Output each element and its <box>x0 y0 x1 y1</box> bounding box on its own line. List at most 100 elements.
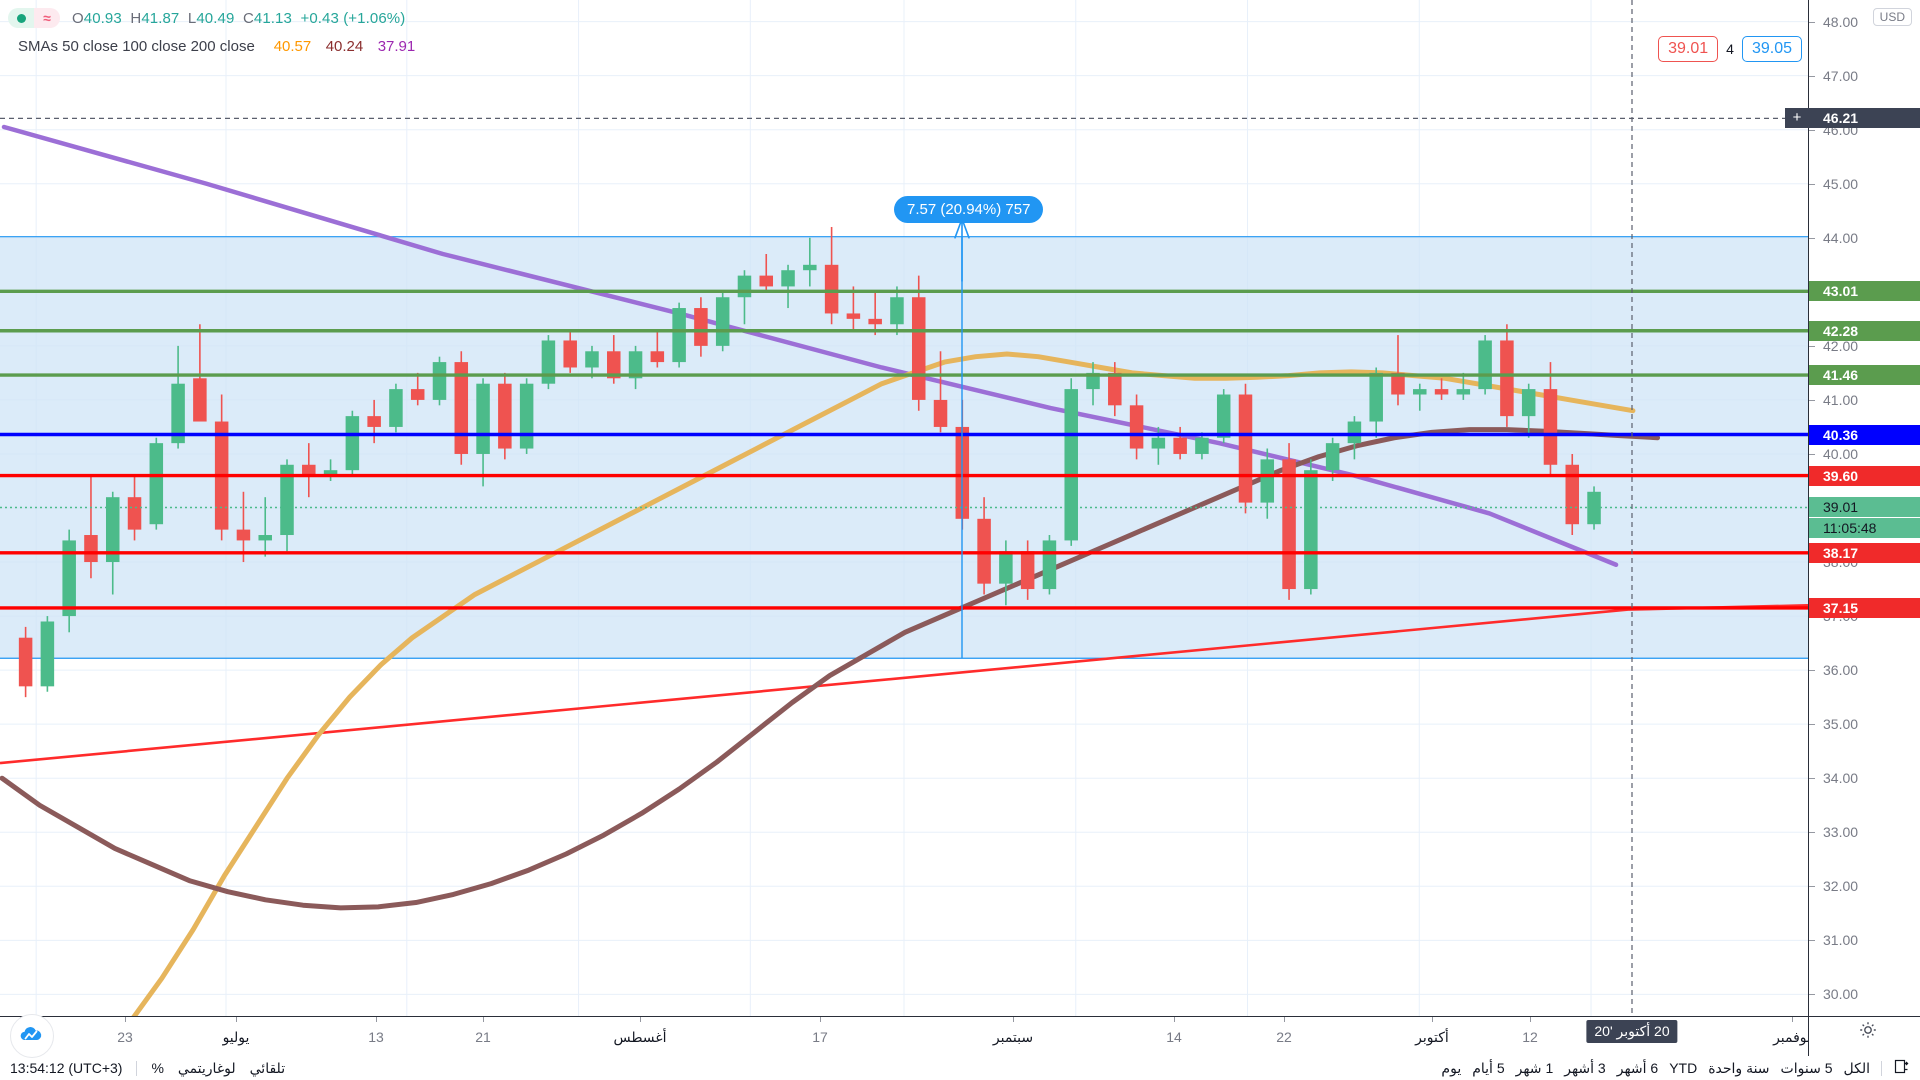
candle <box>1042 535 1057 595</box>
candle <box>868 291 882 336</box>
candle-body <box>410 389 425 400</box>
time-tick <box>483 1017 484 1022</box>
selection-region <box>0 236 1808 659</box>
candle-body <box>999 551 1013 584</box>
price-axis-tag[interactable]: 11:05:48 <box>1809 518 1920 539</box>
candle <box>759 254 774 292</box>
candle-body <box>1108 372 1122 406</box>
price-tick-label: 42.00 <box>1823 337 1859 354</box>
candle-body <box>1325 443 1340 471</box>
candle <box>149 437 164 530</box>
candle <box>1325 437 1340 481</box>
time-tick <box>125 1017 126 1022</box>
candle <box>171 345 185 449</box>
candle-body <box>628 351 643 379</box>
auto-scale-button[interactable]: تلقائي <box>249 1059 286 1076</box>
candle-body <box>1478 340 1492 390</box>
price-axis-tag[interactable]: 39.01 <box>1809 497 1920 518</box>
candle-body <box>1086 372 1100 390</box>
candle <box>1521 383 1536 438</box>
price-tick-label: 44.00 <box>1823 229 1859 246</box>
price-tick-label: 47.00 <box>1823 67 1859 84</box>
candle-body <box>1151 437 1166 449</box>
percent-scale-button[interactable]: % <box>151 1060 164 1076</box>
candle-body <box>1238 394 1253 503</box>
chart-settings-gear-icon[interactable] <box>1858 1020 1878 1045</box>
price-tick <box>1809 994 1815 996</box>
candle-body <box>824 264 839 314</box>
time-tick-label: أكتوبر <box>1415 1029 1449 1045</box>
currency-badge[interactable]: USD <box>1872 8 1912 26</box>
price-axis-tag[interactable]: 43.01 <box>1809 281 1920 302</box>
price-tick <box>1809 75 1815 77</box>
time-range-controls[interactable]: الكل 5 سنوات سنة واحدة YTD 6 أشهر 3 أشهر 1 شهر… <box>1441 1056 1910 1080</box>
candle <box>1260 448 1275 519</box>
candle-body <box>1173 437 1187 454</box>
time-axis[interactable]: 1523يوليو1321أغسطس17سبتمبر1422أكتوبر12نو… <box>0 1016 1811 1056</box>
time-tick-label: نوفمبر <box>1773 1029 1811 1045</box>
candle-body <box>345 416 360 471</box>
time-tick-label: 22 <box>1276 1029 1292 1045</box>
candle-body <box>149 443 164 525</box>
candle-body <box>193 378 207 422</box>
clock-label[interactable]: 13:54:12 (UTC+3) <box>10 1060 123 1076</box>
range-button-3-أشهر[interactable]: 3 أشهر <box>1564 1059 1606 1076</box>
candle-body <box>563 340 577 368</box>
candle <box>1238 383 1253 514</box>
candle <box>1478 335 1492 395</box>
range-button-YTD[interactable]: YTD <box>1669 1060 1698 1076</box>
range-button-6-أشهر[interactable]: 6 أشهر <box>1616 1059 1659 1076</box>
candle-body <box>1064 389 1078 541</box>
price-axis-tag[interactable]: 37.15 <box>1809 597 1920 618</box>
candle <box>1413 383 1427 411</box>
bid-badge[interactable]: 39.01 <box>1658 36 1719 62</box>
price-tick-label: 48.00 <box>1823 13 1859 30</box>
candle-body <box>519 383 534 449</box>
time-tick-label: 17 <box>812 1029 828 1045</box>
price-axis-tag[interactable]: 40.36 <box>1809 424 1920 445</box>
price-axis-tag[interactable]: 39.60 <box>1809 465 1920 486</box>
candle <box>127 475 142 541</box>
candle-body <box>1587 491 1601 525</box>
time-tick <box>820 1017 821 1022</box>
range-button-الكل[interactable]: الكل <box>1843 1059 1871 1076</box>
candle <box>476 378 490 487</box>
time-tick-label: أغسطس <box>613 1029 667 1045</box>
range-button-5-أيام[interactable]: 5 أيام <box>1472 1059 1505 1076</box>
price-tick-label: 41.00 <box>1823 391 1859 408</box>
candle <box>781 264 795 309</box>
candle <box>40 616 55 692</box>
price-axis-tag[interactable]: 42.28 <box>1809 320 1920 341</box>
candle <box>715 291 730 352</box>
price-tick-label: 34.00 <box>1823 770 1859 787</box>
candle-body <box>1195 437 1209 454</box>
divider <box>1881 1060 1882 1076</box>
chart-canvas[interactable] <box>0 0 1808 1016</box>
price-tick <box>1809 345 1815 347</box>
price-axis-tag[interactable]: 38.17 <box>1809 542 1920 563</box>
range-button-سنة-واحدة[interactable]: سنة واحدة <box>1708 1059 1770 1076</box>
price-tick <box>1809 886 1815 888</box>
add-price-line-button[interactable]: + <box>1785 108 1809 129</box>
candle <box>1543 362 1558 476</box>
candle-body <box>672 308 686 363</box>
replay-icon[interactable] <box>1893 1058 1910 1078</box>
price-axis[interactable]: USD 48.0047.0046.0045.0044.0043.0042.004… <box>1785 0 1920 1016</box>
ask-badge[interactable]: 39.05 <box>1741 36 1802 62</box>
price-tick <box>1809 453 1815 455</box>
price-tick-label: 33.00 <box>1823 824 1859 841</box>
candle <box>824 226 839 325</box>
crosshair-price-label: 46.21 <box>1809 108 1920 129</box>
log-scale-button[interactable]: لوغاريتمي <box>177 1059 236 1076</box>
candle <box>62 529 76 633</box>
candle <box>18 626 33 698</box>
candle <box>345 410 360 476</box>
price-axis-tag[interactable]: 41.46 <box>1809 365 1920 386</box>
range-button-5-سنوات[interactable]: 5 سنوات <box>1780 1059 1833 1076</box>
chart-plot-area[interactable] <box>0 0 1808 1016</box>
candle-body <box>302 464 316 476</box>
price-tick <box>1809 21 1815 23</box>
range-button-يوم[interactable]: يوم <box>1441 1059 1462 1076</box>
time-tick <box>236 1017 237 1022</box>
range-button-1-شهر[interactable]: 1 شهر <box>1515 1059 1554 1076</box>
